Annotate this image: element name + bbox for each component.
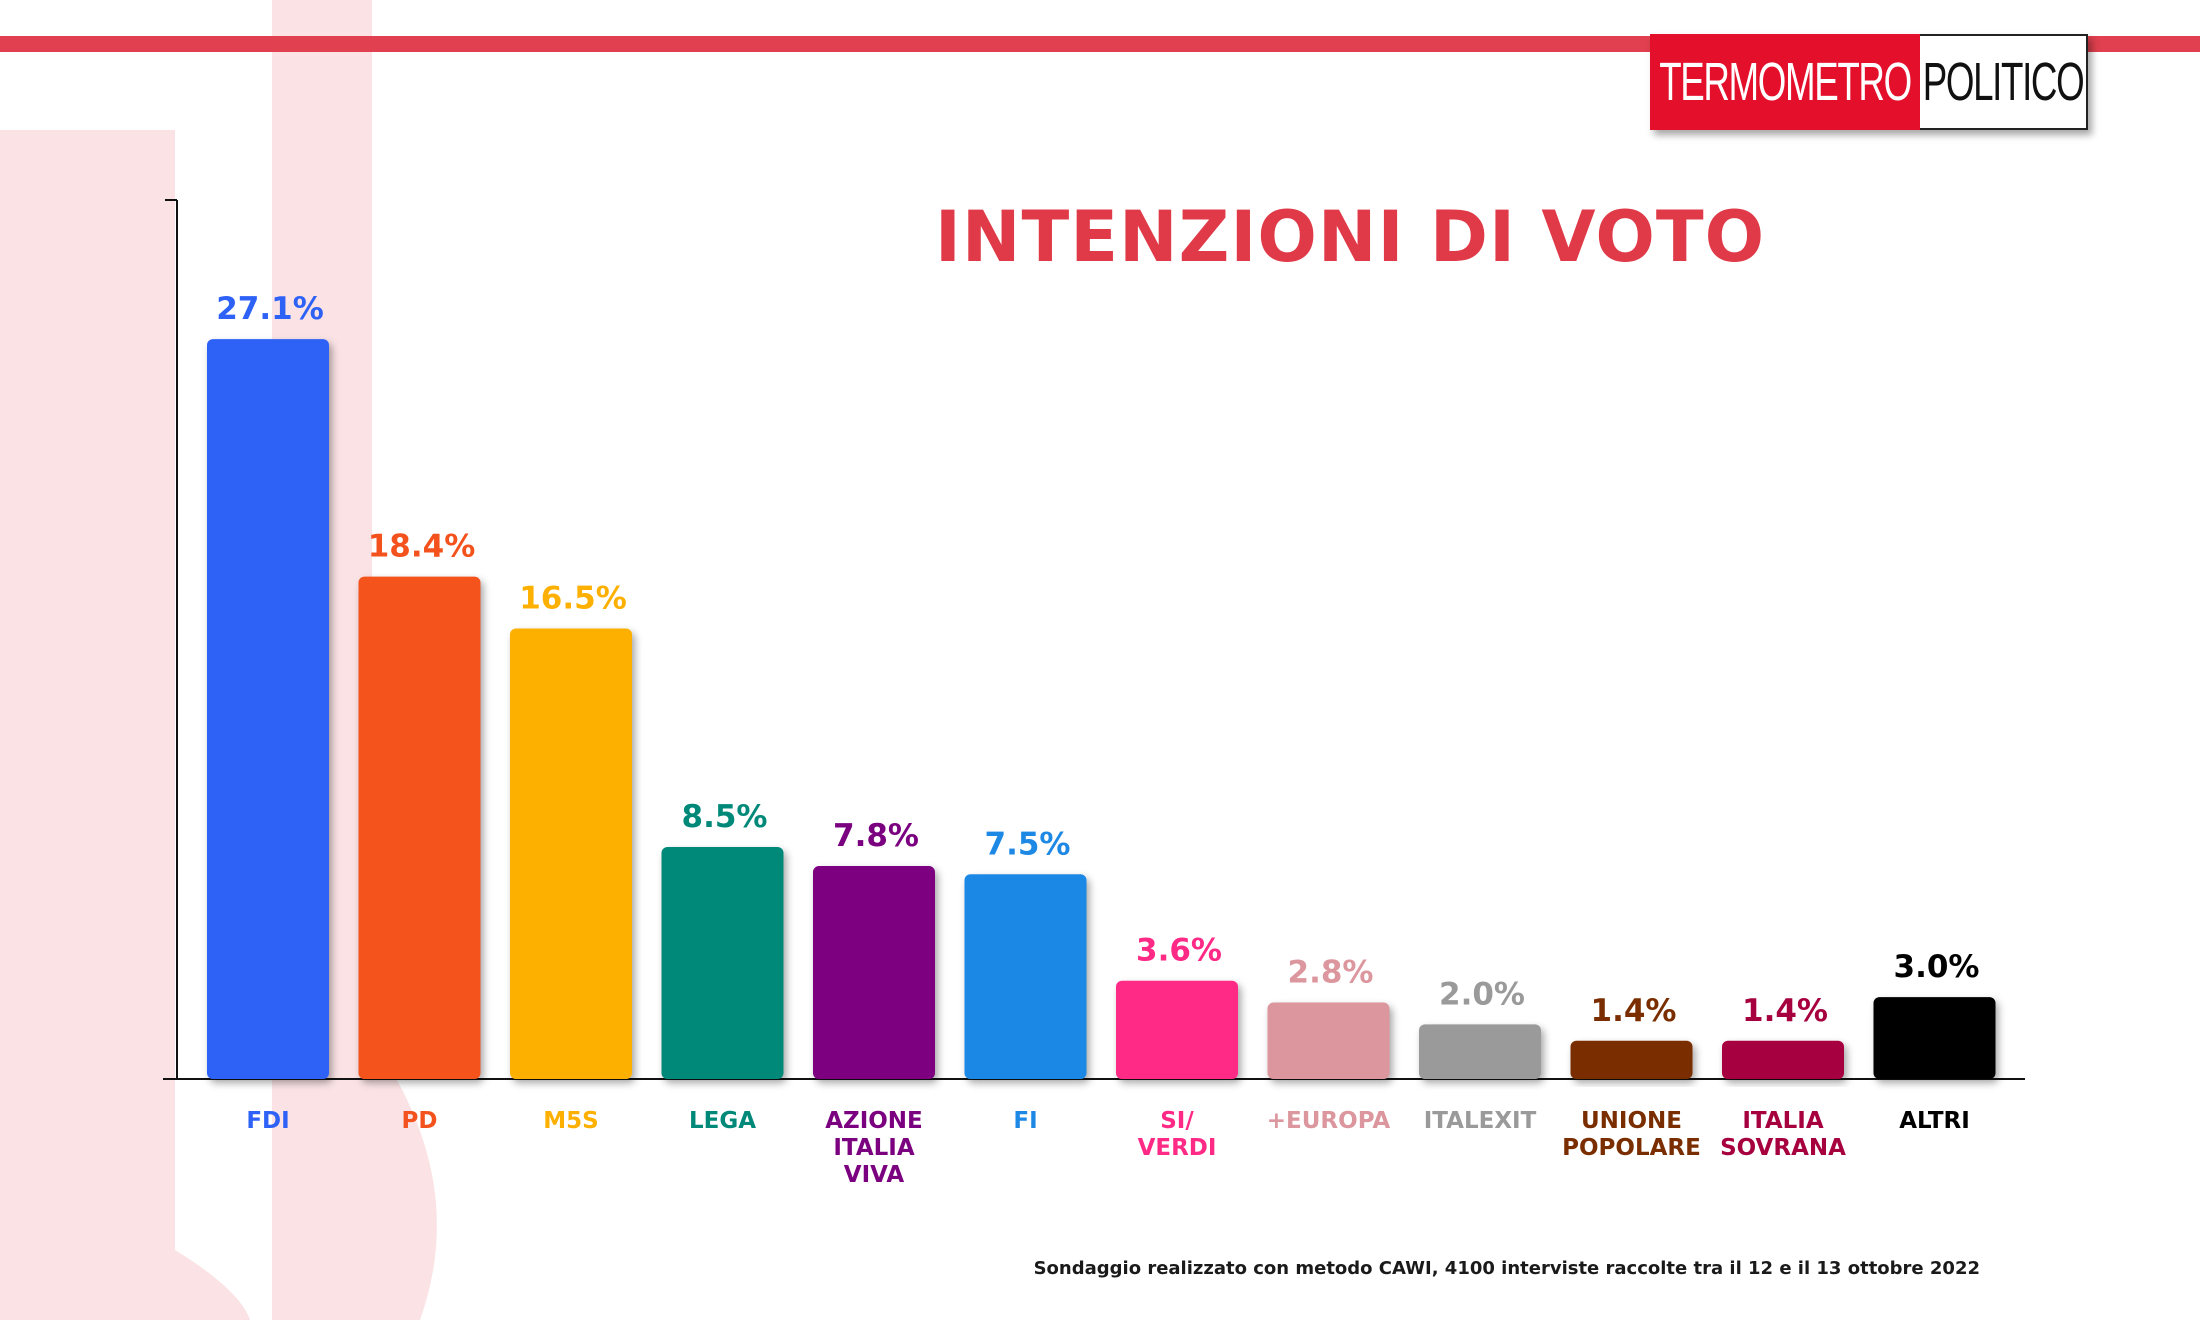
value-label-8: 2.0% xyxy=(1439,976,1525,1012)
brand-logo: TERMOMETRO POLITICO xyxy=(1650,34,2088,130)
category-label-9-line-1: POPOLARE xyxy=(1562,1135,1701,1161)
bar-1 xyxy=(358,576,481,1079)
bar-3 xyxy=(661,846,784,1079)
bar-2 xyxy=(510,628,632,1079)
category-label-3: LEGA xyxy=(689,1108,756,1134)
value-label-11: 3.0% xyxy=(1894,949,1980,985)
bar-6 xyxy=(1116,980,1238,1079)
bar-0 xyxy=(207,339,329,1079)
category-label-7: +EUROPA xyxy=(1267,1108,1391,1134)
category-label-10-line-0: ITALIA xyxy=(1742,1108,1823,1134)
category-label-2: M5S xyxy=(543,1108,598,1134)
bar-10 xyxy=(1722,1040,1844,1079)
category-label-6-line-1: VERDI xyxy=(1138,1135,1217,1161)
value-label-0: 27.1% xyxy=(216,291,324,327)
category-label-1: PD xyxy=(402,1108,438,1134)
category-label-8: ITALEXIT xyxy=(1424,1108,1537,1134)
logo-part-white: POLITICO xyxy=(1920,34,2088,130)
category-label-6-line-0: SI/ xyxy=(1160,1108,1194,1134)
bar-8 xyxy=(1419,1024,1541,1079)
value-label-1: 18.4% xyxy=(368,529,476,565)
category-label-0: FDI xyxy=(246,1108,289,1134)
category-label-10-line-1: SOVRANA xyxy=(1720,1135,1846,1161)
value-label-7: 2.8% xyxy=(1288,955,1374,991)
chart-title: INTENZIONI DI VOTO xyxy=(934,196,1766,278)
value-label-6: 3.6% xyxy=(1136,933,1222,969)
value-label-10: 1.4% xyxy=(1742,993,1828,1029)
category-label-5: FI xyxy=(1013,1108,1037,1134)
value-label-5: 7.5% xyxy=(985,826,1071,862)
footnote: Sondaggio realizzato con metodo CAWI, 41… xyxy=(1033,1258,1980,1279)
bar-7 xyxy=(1267,1002,1390,1079)
category-label-9-line-0: UNIONE xyxy=(1581,1108,1682,1134)
category-label-4-line-2: VIVA xyxy=(844,1162,905,1188)
value-label-9: 1.4% xyxy=(1591,993,1677,1029)
category-label-11: ALTRI xyxy=(1899,1108,1970,1134)
bar-11 xyxy=(1873,997,1996,1079)
value-label-4: 7.8% xyxy=(833,818,919,854)
logo-part-red: TERMOMETRO xyxy=(1650,34,1920,130)
value-label-2: 16.5% xyxy=(519,581,627,617)
category-label-4-line-1: ITALIA xyxy=(833,1135,914,1161)
category-label-4-line-0: AZIONE xyxy=(825,1108,923,1134)
value-label-3: 8.5% xyxy=(682,799,768,835)
bar-9 xyxy=(1570,1040,1693,1079)
bar-4 xyxy=(813,866,935,1079)
bar-5 xyxy=(964,874,1087,1079)
